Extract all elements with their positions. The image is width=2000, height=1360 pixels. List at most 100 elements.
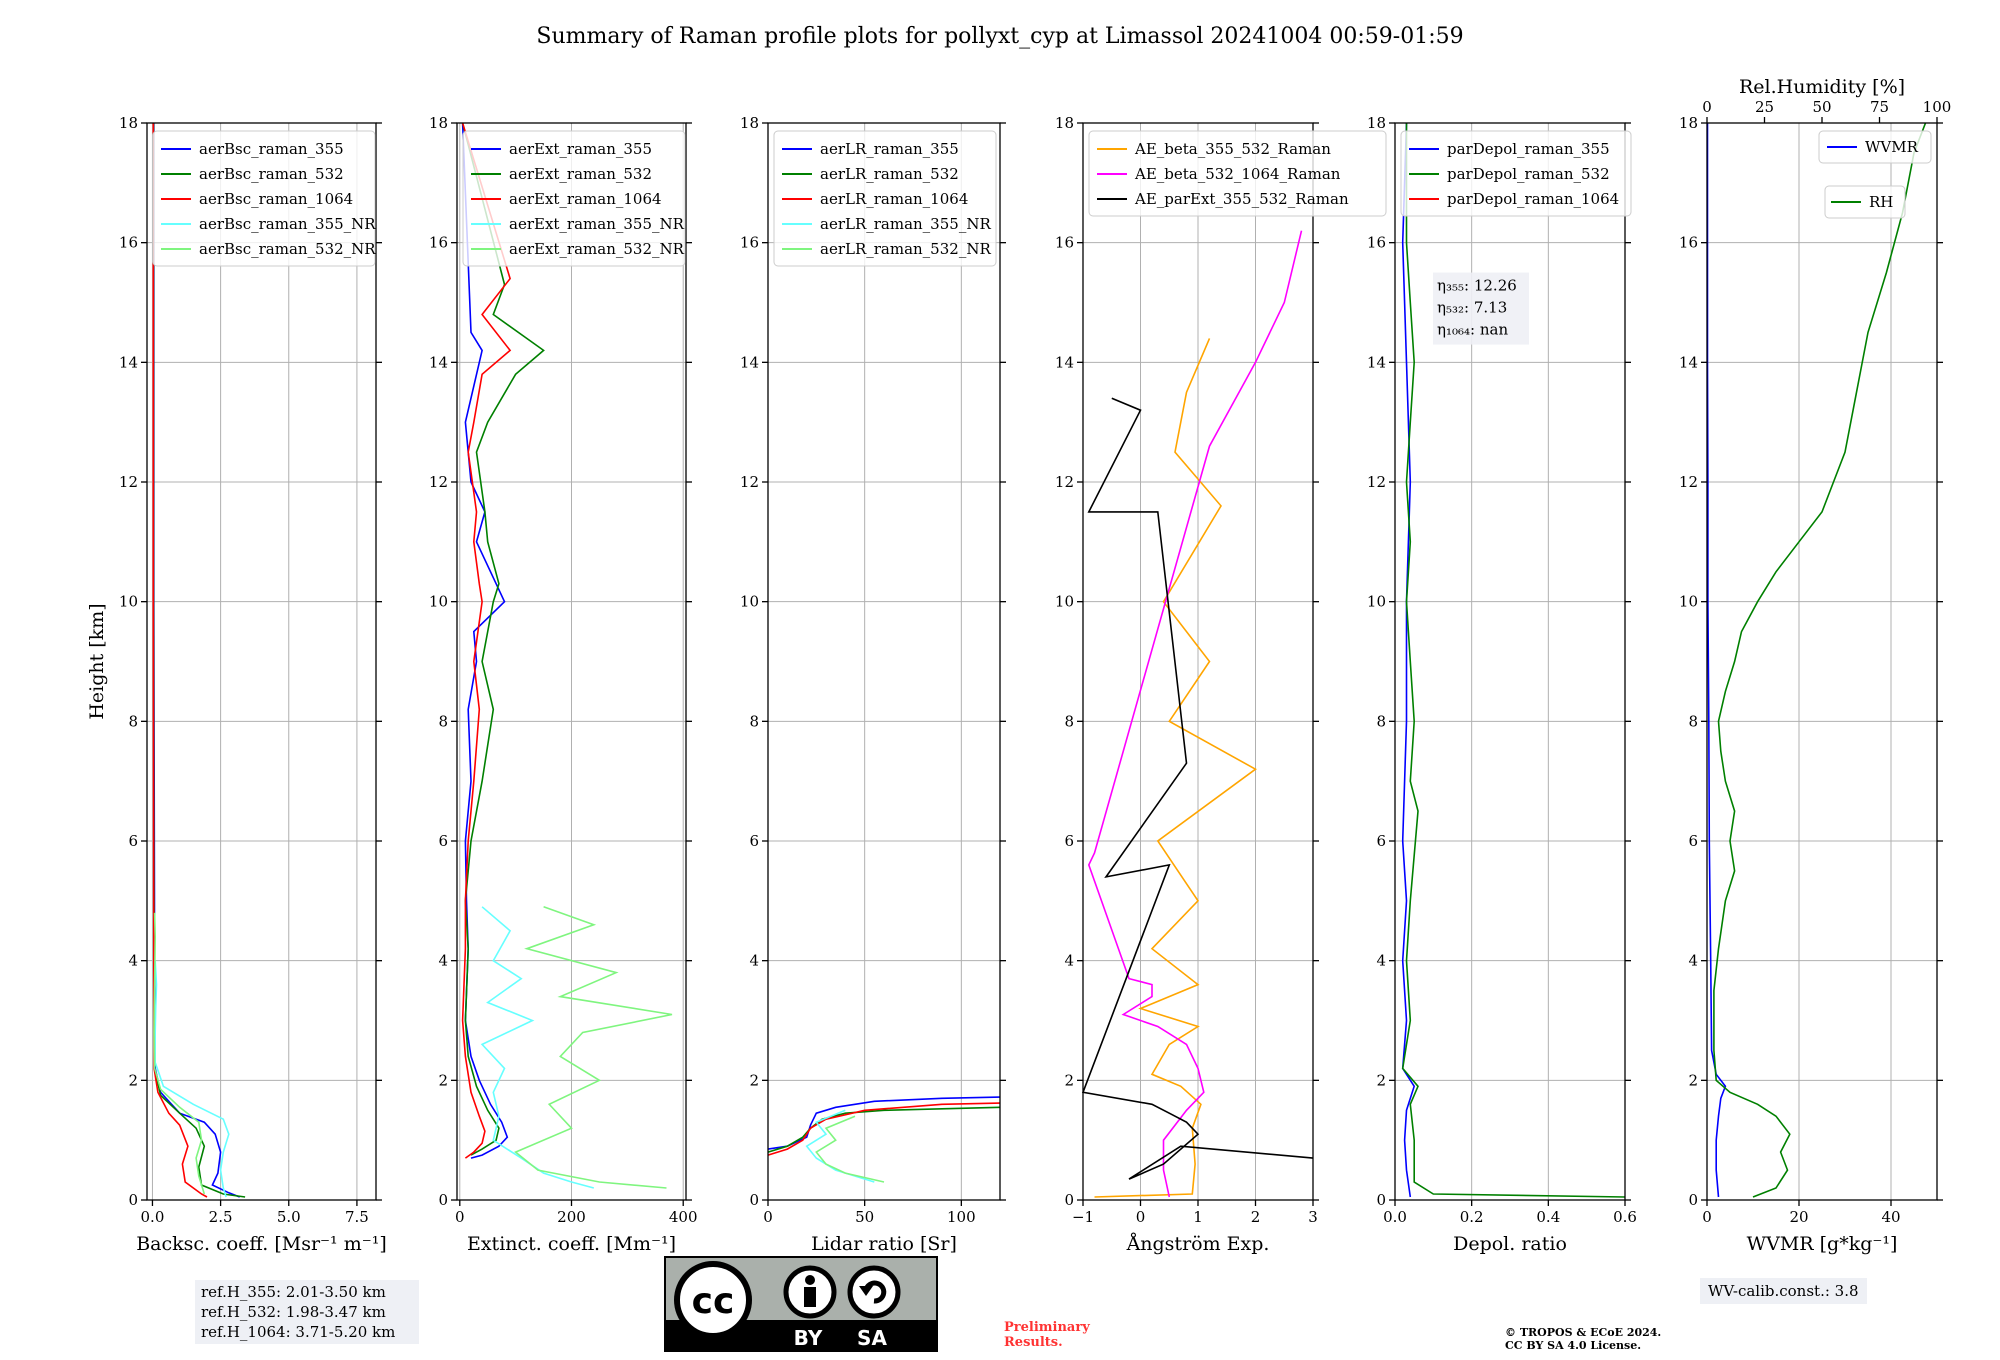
y-tick-label: 0	[1376, 1191, 1386, 1209]
y-tick-label: 6	[438, 832, 448, 850]
x-tick-label: 0.4	[1536, 1208, 1560, 1226]
y-tick-label: 16	[1679, 234, 1698, 252]
y-tick-label: 0	[438, 1191, 448, 1209]
series-line-aerBsc_raman_355	[153, 123, 240, 1198]
legend-label: WVMR	[1865, 138, 1919, 156]
x-axis-label: Extinct. coeff. [Mm⁻¹]	[467, 1233, 676, 1255]
series-line-aerExt_raman_532	[461, 122, 545, 1156]
series-line-aerBsc_raman_532	[152, 123, 246, 1198]
y-tick-label: 8	[438, 712, 448, 730]
x-tick-label: 0	[763, 1208, 773, 1226]
cc-license-badge[interactable]: cc BY SA	[664, 1256, 938, 1352]
legend-label: aerBsc_raman_1064	[199, 190, 353, 208]
series-line-aerBsc_raman_1064	[152, 123, 208, 1198]
x-tick-label: 5.0	[277, 1208, 301, 1226]
series-line-aerLR_raman_532_NR	[815, 1115, 885, 1183]
ref-height-box: ref.H_355: 2.01-3.50 km ref.H_532: 1.98-…	[195, 1280, 419, 1344]
y-tick-label: 6	[128, 832, 138, 850]
series-line-aerExt_raman_532_NR	[514, 906, 673, 1189]
y-tick-label: 4	[1064, 952, 1074, 970]
y-tick-label: 14	[1055, 353, 1074, 371]
top-x-tick-label: 75	[1870, 98, 1889, 116]
legend-box-rh	[1824, 185, 1906, 219]
y-tick-label: 8	[1376, 712, 1386, 730]
legend-label: RH	[1869, 193, 1893, 211]
x-axis-label: Backsc. coeff. [Msr⁻¹ m⁻¹]	[136, 1233, 387, 1255]
y-tick-label: 14	[429, 353, 448, 371]
y-tick-label: 14	[740, 353, 759, 371]
y-tick-label: 14	[1679, 353, 1698, 371]
y-tick-label: 18	[1367, 114, 1386, 132]
y-tick-label: 4	[1376, 952, 1386, 970]
y-tick-label: 10	[1055, 593, 1074, 611]
y-tick-label: 18	[1055, 114, 1074, 132]
legend-label: parDepol_raman_1064	[1447, 190, 1619, 208]
x-tick-label: −1	[1072, 1208, 1094, 1226]
wv-calib-box: WV-calib.const.: 3.8	[1700, 1278, 1867, 1304]
y-tick-label: 8	[749, 712, 759, 730]
cc-icon	[674, 1261, 752, 1339]
legend-label: aerExt_raman_1064	[509, 190, 662, 208]
axes-frame	[146, 122, 377, 1201]
ref-height-532: ref.H_532: 1.98-3.47 km	[201, 1303, 386, 1321]
panel-5: 0 2 4 6 8 10 12 14 16 18 0.0 0.2 0.4 0.6 Depol. ratio p…	[1367, 114, 1637, 1255]
y-tick-label: 0	[1064, 1191, 1074, 1209]
legend-box	[152, 130, 376, 267]
y-tick-label: 12	[1367, 473, 1386, 491]
x-tick-label: 0	[1702, 1208, 1712, 1226]
y-tick-label: 8	[128, 712, 138, 730]
y-tick-label: 10	[1367, 593, 1386, 611]
top-x-tick-label: 50	[1812, 98, 1831, 116]
chart-title: Summary of Raman profile plots for polly…	[536, 24, 1463, 49]
y-tick-label: 4	[749, 952, 759, 970]
series-line-aerBsc_raman_532_NR	[153, 912, 206, 1195]
y-tick-label: 16	[1055, 234, 1074, 252]
y-tick-label: 2	[1688, 1071, 1698, 1089]
x-tick-label: 0.2	[1460, 1208, 1484, 1226]
x-tick-label: 2	[1251, 1208, 1261, 1226]
annotation-text: η₃₅₅: 12.26	[1437, 277, 1517, 295]
y-tick-label: 4	[438, 952, 448, 970]
y-tick-label: 2	[1064, 1071, 1074, 1089]
ref-height-355: ref.H_355: 2.01-3.50 km	[201, 1283, 386, 1301]
y-tick-label: 16	[429, 234, 448, 252]
ref-height-1064: ref.H_1064: 3.71-5.20 km	[201, 1323, 396, 1341]
x-tick-label: 100	[947, 1208, 976, 1226]
top-x-axis-label: Rel.Humidity [%]	[1739, 76, 1905, 98]
annotation-box	[1433, 272, 1529, 345]
legend-box-wvmr	[1818, 130, 1932, 164]
x-axis-label: Lidar ratio [Sr]	[811, 1233, 957, 1255]
by-icon-body	[804, 1287, 816, 1307]
legend-label: aerBsc_raman_355	[199, 140, 344, 158]
y-tick-label: 16	[1367, 234, 1386, 252]
preliminary-line-2: Results.	[1004, 1335, 1063, 1350]
series-line-WVMR	[1706, 123, 1727, 1198]
y-tick-label: 10	[740, 593, 759, 611]
y-tick-label: 16	[740, 234, 759, 252]
y-tick-label: 12	[119, 473, 138, 491]
y-tick-label: 8	[1688, 712, 1698, 730]
series-line-aerLR_raman_532	[767, 1106, 1001, 1153]
x-tick-label: 7.5	[345, 1208, 369, 1226]
y-tick-label: 0	[1688, 1191, 1698, 1209]
legend-label: AE_beta_355_532_Raman	[1134, 140, 1331, 158]
legend-box	[1088, 130, 1387, 217]
legend-label: aerExt_raman_532_NR	[509, 240, 685, 258]
legend-label: aerLR_raman_532	[820, 165, 959, 183]
y-tick-label: 18	[1679, 114, 1698, 132]
x-tick-label: 40	[1881, 1208, 1900, 1226]
top-x-tick-label: 25	[1755, 98, 1774, 116]
series-line-aerExt_raman_1064	[461, 122, 512, 1159]
x-axis-label: WVMR [g*kg⁻¹]	[1747, 1233, 1898, 1255]
legend-label: aerBsc_raman_532	[199, 165, 344, 183]
x-tick-label: 0.0	[1383, 1208, 1407, 1226]
x-tick-label: 1	[1193, 1208, 1203, 1226]
y-axis-label: Height [km]	[86, 603, 108, 719]
panel-3: 0 2 4 6 8 10 12 14 16 18 0 50 100 Lidar ratio [Sr] aer…	[740, 114, 1006, 1255]
series-line-RH	[1713, 122, 1927, 1198]
y-tick-label: 4	[128, 952, 138, 970]
y-tick-label: 2	[1376, 1071, 1386, 1089]
